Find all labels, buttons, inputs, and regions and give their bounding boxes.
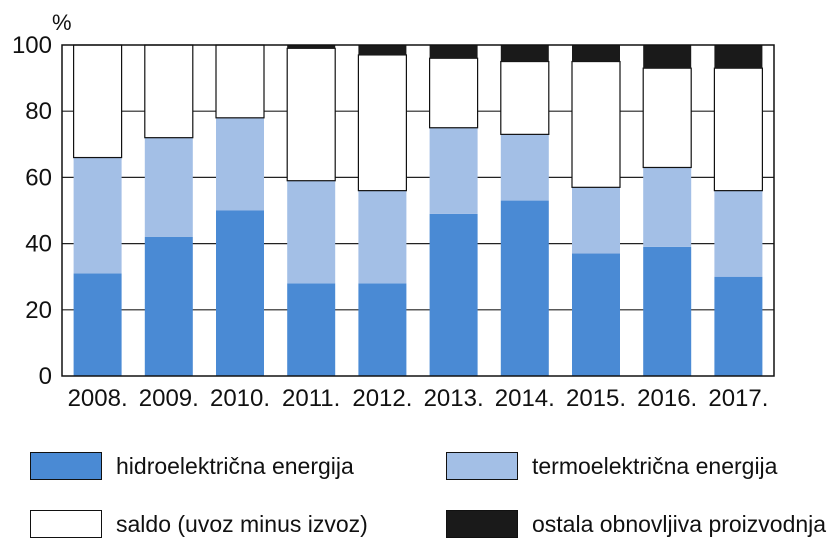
x-tick-label-1: 2009. [139,385,199,412]
bar-2008-series-1 [73,157,122,274]
bar-2013-series-2 [429,57,479,129]
bar-2012-series-2 [357,54,407,192]
y-tick-label-1: 20 [25,297,52,324]
legend-swatch-hidro [30,452,102,480]
bar-2017-series-0 [714,276,763,376]
bar-2014-series-0 [500,200,549,376]
bar-2011-series-2 [286,47,336,182]
legend-label-saldo: saldo (uvoz minus izvoz) [116,510,368,537]
bar-2013-series-0 [429,213,478,376]
legend-label-ostala: ostala obnovljiva proizvodnja [532,510,827,537]
bar-2015-series-2 [571,60,621,188]
bar-2016-series-3 [643,45,692,69]
legend: hidroelektrična energija termoelektrična… [0,430,833,549]
y-tick-label-4: 80 [25,98,52,125]
plot-frame [61,44,775,377]
bar-2017-series-1 [714,190,763,277]
y-tick-label-3: 60 [25,164,52,191]
bar-2016-series-1 [643,167,692,247]
legend-swatch-ostala [446,510,518,538]
x-tick-label-2: 2010. [210,385,270,412]
bar-2008-series-2 [72,44,123,159]
bar-2014-series-3 [500,45,549,62]
bar-2008-series-0 [73,273,122,376]
legend-swatch-termo [446,452,518,480]
x-tick-label-5: 2013. [424,385,484,412]
legend-label-hidro: hidroelektrična energija [116,452,354,479]
x-tick-label-7: 2015. [566,385,626,412]
bar-2010-series-0 [216,210,264,376]
x-tick-label-4: 2012. [352,385,412,412]
x-tick-label-8: 2016. [637,385,697,412]
bar-2012-series-0 [358,283,407,376]
legend-item-hidro: hidroelektrična energija [30,452,354,480]
bar-2017-series-3 [714,45,763,69]
bar-2009-series-1 [144,137,193,237]
x-tick-label-0: 2008. [68,385,128,412]
bar-2014-series-1 [500,134,549,201]
bar-2012-series-3 [358,45,407,55]
bar-2011-series-3 [287,45,336,49]
x-tick-label-9: 2017. [708,385,768,412]
bar-2011-series-0 [287,283,336,376]
x-tick-label-3: 2011. [282,385,340,412]
bar-2009-series-2 [144,44,194,139]
legend-item-saldo: saldo (uvoz minus izvoz) [30,510,368,538]
stacked-bar-chart: % 0 20 40 60 80 100 2008. 2009. 2010. 2011. 2012.… [12,10,775,412]
legend-label-termo: termoelektrična energija [532,452,778,479]
bar-2009-series-0 [144,236,193,376]
legend-item-ostala: ostala obnovljiva proizvodnja [446,510,826,538]
bar-2012-series-1 [358,190,407,284]
bar-2015-series-0 [572,253,620,376]
y-tick-label-0: 0 [39,363,52,390]
bar-2014-series-2 [500,60,550,135]
bars [72,44,764,376]
bar-2011-series-1 [287,180,336,284]
legend-item-termo: termoelektrična energija [446,452,777,480]
bar-2013-series-1 [429,127,478,214]
y-tick-label-5: 100 [12,32,52,59]
bar-2015-series-3 [572,45,620,62]
bar-2016-series-0 [643,246,692,376]
y-tick-label-2: 40 [25,231,52,258]
bar-2010-series-1 [216,117,264,211]
bar-2013-series-3 [429,45,478,59]
y-unit-label: % [52,10,72,35]
x-tick-label-6: 2014. [495,385,555,412]
bar-2017-series-2 [713,67,764,192]
bar-2015-series-1 [572,187,620,254]
y-axis-ticks: 0 20 40 60 80 100 [12,32,52,390]
legend-swatch-saldo [30,510,102,538]
bar-2010-series-2 [215,44,265,119]
bar-2016-series-2 [642,67,692,169]
x-axis-ticks: 2008. 2009. 2010. 2011. 2012. 2013. 2014. 2015.… [68,385,769,412]
